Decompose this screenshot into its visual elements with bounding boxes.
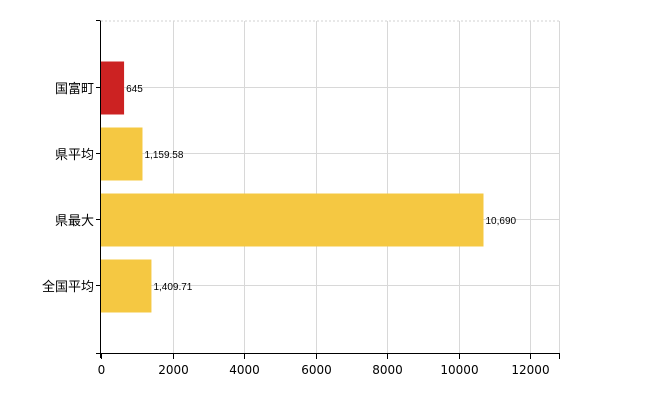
grid-lines (101, 20, 560, 354)
bar (101, 193, 484, 247)
bar-value-label: 10,690 (486, 216, 517, 227)
x-tick-label: 10000 (440, 363, 478, 377)
axes (96, 20, 560, 359)
x-tick-label: 12000 (511, 363, 549, 377)
bar (101, 61, 125, 115)
x-tick-labels: 0 2000 4000 6000 8000 10000 12000 (98, 354, 550, 377)
category-label: 国富町 (55, 81, 94, 97)
bar (101, 127, 143, 181)
x-tick-label: 8000 (372, 363, 403, 377)
x-tick-label: 2000 (158, 363, 189, 377)
x-tick-label: 6000 (301, 363, 332, 377)
x-tick-label: 4000 (229, 363, 260, 377)
bar-value-label: 1,159.58 (144, 150, 183, 161)
category-label: 全国平均 (42, 279, 94, 295)
bar-value-label: 645 (126, 84, 143, 95)
bar-value-label: 1,409.71 (153, 282, 192, 293)
data-labels: 645 1,159.58 10,690 1,409.71 (126, 84, 516, 293)
category-label: 県平均 (55, 148, 94, 163)
bars (101, 61, 484, 313)
x-tick-label: 0 (98, 363, 106, 377)
category-label: 県最大 (55, 214, 94, 229)
bar (101, 259, 152, 313)
